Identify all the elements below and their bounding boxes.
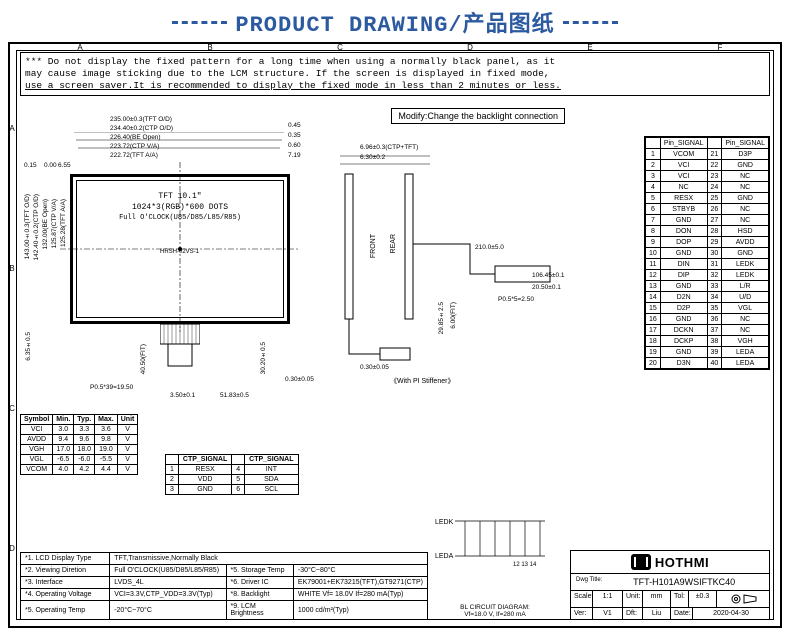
front-label: FRONT <box>370 234 377 258</box>
bl: 6.35±0.5 <box>25 332 32 361</box>
date: 2020-04-30 <box>693 608 769 619</box>
unit: mm <box>643 591 671 607</box>
logo-text: HOTHMI <box>655 555 709 570</box>
zone-row: B <box>9 264 15 273</box>
logo-row: HOTHMI <box>571 551 769 574</box>
title-block: HOTHMI Dwg Title: TFT-H101A9WSIFTKC40 Sc… <box>570 550 770 620</box>
parameters-table: *1. LCD Display TypeTFT,Transmissive,Nor… <box>20 552 428 620</box>
scale: 1:1 <box>593 591 623 607</box>
warn-l1: *** Do not display the fixed pattern for… <box>25 56 555 67</box>
sd4: 106.45±0.1 <box>532 272 564 279</box>
dft: Liu <box>643 608 671 619</box>
tr1: 0.45 <box>288 122 301 129</box>
proj <box>717 591 769 607</box>
bd1: 3.50±0.1 <box>170 392 195 399</box>
bl-title: BL CIRCUIT DIAGRAM: <box>435 604 555 611</box>
bflex: 40.50(FIT) <box>140 344 147 374</box>
sd2: 29.85±2.5 <box>438 302 445 334</box>
dim-v2: 142.40±0.2(CTP O/D) <box>33 194 40 261</box>
dwg-title-row: Dwg Title: TFT-H101A9WSIFTKC40 <box>571 574 769 591</box>
sd6: P0.5*5=2.50 <box>498 296 534 303</box>
logo-icon <box>631 554 651 570</box>
ver: V1 <box>593 608 623 619</box>
bd2: 51.83±0.5 <box>220 392 249 399</box>
bl-spec: Vf=18.0 V, If=280 mA <box>435 611 555 618</box>
bpitch: P0.5*39=19.50 <box>90 384 133 391</box>
tft-size: TFT 10.1" <box>105 192 255 203</box>
bl-led-schema: LEDK LEDA 12 13 14 <box>435 516 555 566</box>
sd3: 6.00(FIT) <box>450 302 457 329</box>
bd3: 30.20±0.5 <box>260 342 267 374</box>
dft-l: Dft: <box>623 608 643 619</box>
rt2: 6.30±0.2 <box>360 154 385 161</box>
tft-res: 1024*3(RGB)*600 DOTS <box>105 203 255 214</box>
zone-row: A <box>9 124 15 133</box>
conn-label: HRSH-02VS-1 <box>160 249 199 255</box>
dwgt-l: Dwg Title: <box>574 577 602 583</box>
rear-label: REAR <box>390 234 397 253</box>
ctp-signal-table: CTP_SIGNALCTP_SIGNAL1RESX4INT2VDD5SDA3GN… <box>165 454 299 495</box>
svg-text:12 13 14: 12 13 14 <box>513 562 537 566</box>
dash-right <box>563 21 618 24</box>
zone-row: D <box>9 544 15 553</box>
side-view: FRONT REAR <box>340 154 560 384</box>
rt1: 6.96±0.3(CTP+TFT) <box>360 144 418 151</box>
dim-h1: 235.00±0.3(TFT O/D) <box>110 116 172 123</box>
bl-circuit-label: BL CIRCUIT DIAGRAM: Vf=18.0 V, If=280 mA <box>435 604 555 618</box>
sd1: 210.0±5.0 <box>475 244 504 251</box>
dim-h2: 234.40±0.2(CTP O/D) <box>110 125 173 132</box>
dim-v4: 125.87(CTP V/A) <box>51 199 58 248</box>
drawing-sheet: A B C D E F A B C D *** Do not display t… <box>8 42 782 628</box>
pi-stiffener: 《With PI Stiffener》 <box>390 376 454 386</box>
tft-spec-labels: TFT 10.1" 1024*3(RGB)*600 DOTS Full O'CL… <box>105 192 255 223</box>
fpc-connector <box>160 324 200 354</box>
electrical-spec-table: SymbolMin.Typ.Max.UnitVCI3.03.33.6VAVDD9… <box>20 414 138 475</box>
page-title: PRODUCT DRAWING/产品图纸 <box>235 6 554 38</box>
lt2: 0.00 <box>44 162 57 169</box>
sd5: 20.50±0.1 <box>532 284 561 291</box>
dwg-title: TFT-H101A9WSIFTKC40 <box>633 577 735 587</box>
svg-text:LEDA: LEDA <box>435 553 454 560</box>
warning-box: *** Do not display the fixed pattern for… <box>20 52 770 96</box>
ver-l: Ver: <box>571 608 593 619</box>
title-row: PRODUCT DRAWING/产品图纸 <box>0 0 790 42</box>
scale-l: Scale: <box>571 591 593 607</box>
dim-v3: 132.00(BE Open) <box>42 199 49 250</box>
modify-note: Modify:Change the backlight connection <box>391 108 565 124</box>
dim-v1: 143.00±0.3(TFT O/D) <box>24 194 31 259</box>
zone-row: C <box>9 404 15 413</box>
tft-view: Full O'CLOCK(U85/D85/L85/R85) <box>105 214 255 223</box>
warn-l3: use a screen saver.It is recommended to … <box>25 80 561 91</box>
date-l: Date: <box>671 608 693 619</box>
pin-signal-table: Pin_SIGNALPin_SIGNAL1VCOM21D3P2VCI22GND3… <box>644 136 770 370</box>
unit-l: Unit: <box>623 591 643 607</box>
lt1: 0.15 <box>24 162 37 169</box>
tol: ±0.3 <box>689 591 717 607</box>
warn-l2: may cause image sticking due to the LCM … <box>25 68 550 79</box>
bd4: 0.30±0.05 <box>285 376 314 383</box>
ledk-label: LEDK <box>435 519 454 526</box>
dash-left <box>172 21 227 24</box>
sd7: 0.30±0.05 <box>360 364 389 371</box>
front-view <box>60 132 310 387</box>
tol-l: Tol: <box>671 591 689 607</box>
